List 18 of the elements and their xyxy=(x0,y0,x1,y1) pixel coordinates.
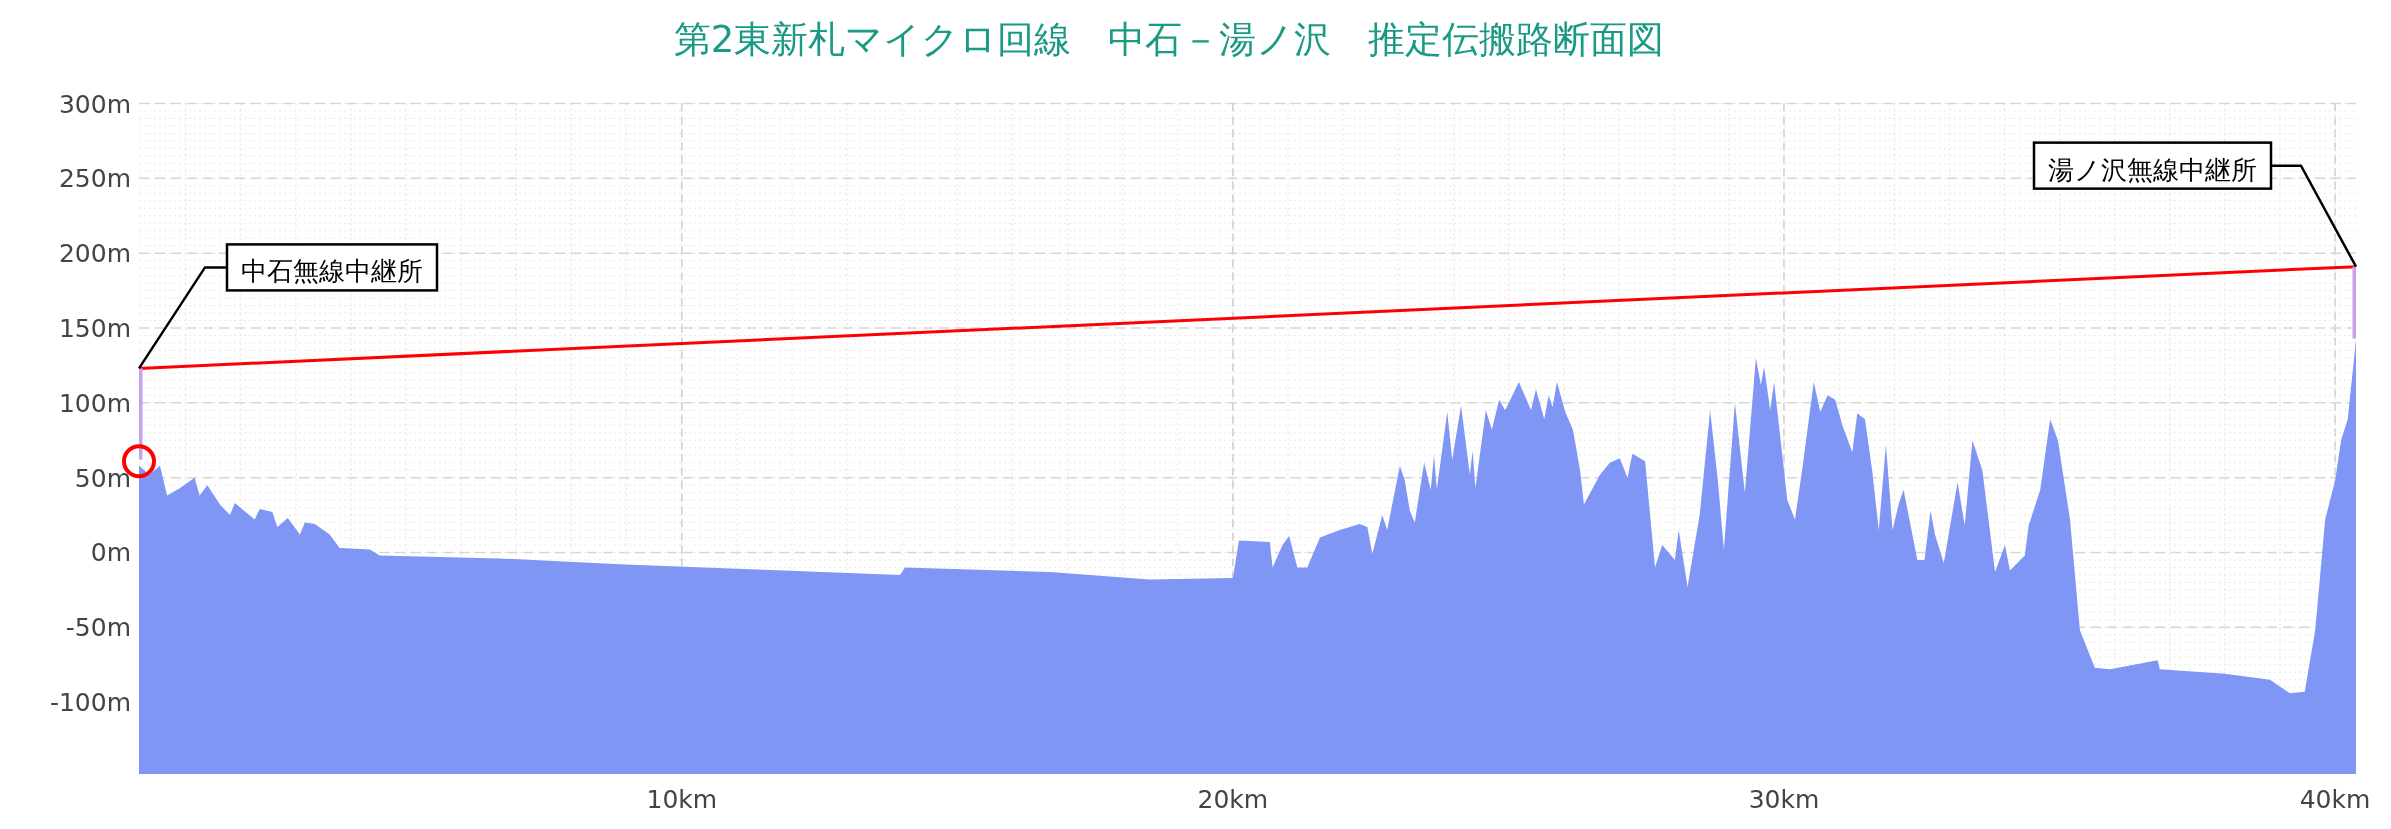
y-tick-label: 300m xyxy=(58,89,131,119)
annotation: 湯ノ沢無線中継所 xyxy=(2048,154,2257,185)
x-tick-label: 10km xyxy=(646,785,718,814)
y-tick-label: 0m xyxy=(90,538,131,568)
y-tick-label: 250m xyxy=(58,164,131,194)
y-tick-label: 100m xyxy=(58,388,131,418)
chart-title: 第2東新札マイクロ回線 中石－湯ノ沢 推定伝搬路断面図 xyxy=(673,18,1665,61)
y-tick-label: -50m xyxy=(65,613,131,643)
annotation: 中石無線中継所 xyxy=(137,243,439,370)
x-tick-label: 30km xyxy=(1748,785,1820,814)
y-tick-label: -100m xyxy=(49,688,131,718)
annotation: 湯ノ沢無線中継所 xyxy=(2032,141,2358,268)
y-tick-label: 150m xyxy=(58,314,131,343)
y-tick-label: 200m xyxy=(58,239,131,269)
annotation: 中石無線中継所 xyxy=(241,256,423,287)
x-tick-label: 40km xyxy=(2299,785,2371,814)
x-tick-label: 20km xyxy=(1197,785,1269,814)
y-tick-label: 50m xyxy=(74,463,131,493)
